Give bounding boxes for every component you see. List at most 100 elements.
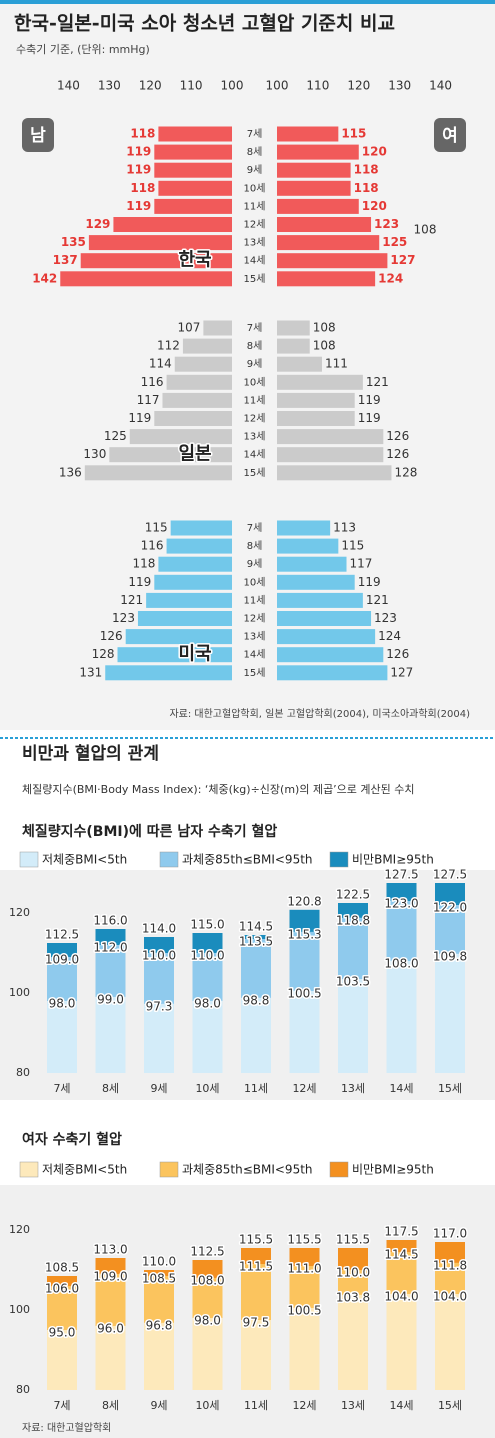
age-label: 11세: [244, 200, 266, 212]
value-label: 119: [358, 393, 381, 407]
value-label: 115.5: [287, 1233, 321, 1247]
value-label: 108: [313, 339, 336, 353]
male-bar: [162, 392, 232, 408]
value-label: 115: [341, 539, 364, 553]
value-label: 104.0: [433, 1290, 467, 1304]
source: 자료: 대한고혈압학회, 일본 고혈압학회(2004), 미국소아과학회(200…: [169, 707, 470, 720]
age-label: 11세: [244, 394, 266, 406]
value-label: 100.5: [287, 987, 321, 1001]
x-tick-label: 9세: [150, 1082, 167, 1095]
age-label: 12세: [244, 413, 266, 425]
x-tick-label: 10세: [195, 1399, 219, 1412]
x-tick-label: 15세: [438, 1399, 462, 1412]
bar: [435, 953, 465, 1073]
bar: [192, 1318, 223, 1390]
x-tick-label: 9세: [150, 1399, 167, 1412]
bar: [338, 979, 368, 1073]
value-label: 117.0: [433, 1227, 467, 1241]
value-label: 98.8: [243, 993, 270, 1007]
value-label: 98.0: [194, 997, 221, 1011]
female-bar: [277, 465, 392, 481]
value-label: 115.3: [287, 927, 321, 941]
age-label: 10세: [244, 376, 266, 388]
value-label: 103.8: [336, 1290, 370, 1304]
value-label: 135: [61, 235, 86, 249]
age-label: 15세: [244, 273, 266, 285]
value-label: 124: [378, 271, 403, 285]
x-tick-label: 130: [98, 79, 121, 93]
female-bar: [277, 217, 372, 232]
male-bar: [203, 320, 232, 336]
x-tick-label: 140: [429, 79, 452, 93]
age-label: 10세: [244, 182, 266, 194]
male-bar: [117, 647, 232, 663]
x-tick-label: 130: [388, 79, 411, 93]
age-label: 7세: [247, 322, 263, 334]
value-label: 111.0: [287, 1262, 321, 1276]
value-label: 113: [333, 521, 356, 535]
top-panel: [0, 0, 495, 730]
legend-label: 과체중85th≤BMI<95th: [182, 853, 313, 867]
value-label: 120: [362, 145, 387, 159]
section-description: 체질량지수(BMI·Body Mass Index): ‘체중(kg)÷신장(m…: [22, 783, 415, 796]
female-bar: [277, 198, 359, 214]
age-label: 7세: [247, 522, 263, 534]
x-tick-label: 120: [347, 79, 370, 93]
age-label: 12세: [244, 613, 266, 625]
value-label: 110.0: [142, 1255, 176, 1269]
value-label: 126: [100, 629, 123, 643]
value-label: 118.8: [336, 913, 370, 927]
male-bar: [137, 611, 232, 626]
x-tick-label: 120: [139, 79, 162, 93]
age-label: 13세: [244, 631, 266, 643]
female-bar: [277, 392, 355, 408]
value-label: 111: [325, 357, 348, 371]
x-tick-label: 14세: [389, 1399, 413, 1412]
value-label: 98.0: [49, 997, 76, 1011]
group-label: 일본: [178, 444, 211, 465]
value-label: 119: [358, 411, 381, 425]
value-label: 142: [32, 271, 57, 285]
value-label: 117: [137, 393, 160, 407]
value-label: 103.5: [336, 975, 370, 989]
value-label: 113.0: [93, 1243, 127, 1257]
group-label: 한국: [178, 250, 211, 271]
female-bar: [277, 665, 388, 681]
male-label: 남: [30, 126, 46, 146]
value-label: 121: [120, 593, 143, 607]
female-bar: [277, 356, 322, 372]
value-label: 114.5: [384, 1248, 418, 1262]
female-bar: [277, 629, 376, 645]
age-label: 10세: [244, 576, 266, 588]
x-tick-label: 8세: [102, 1399, 119, 1412]
female-bar: [277, 429, 384, 445]
value-label: 107: [177, 321, 200, 335]
value-label: 119: [126, 163, 151, 177]
title: 한국-일본-미국 소아 청소년 고혈압 기준치 비교: [14, 12, 395, 35]
value-label: 123: [374, 217, 399, 231]
age-label: 9세: [247, 558, 263, 570]
value-label: 131: [79, 665, 102, 679]
value-label: 118: [354, 163, 379, 177]
value-label: 116: [141, 539, 164, 553]
male-bar: [154, 574, 232, 590]
value-label: 128: [394, 465, 417, 479]
value-label: 108.0: [190, 1274, 224, 1288]
legend-swatch: [329, 851, 349, 868]
value-label: 97.5: [243, 1316, 270, 1330]
value-label: 119: [128, 575, 151, 589]
female-bar: [277, 338, 310, 354]
male-bar: [60, 271, 233, 287]
value-label: 96.0: [97, 1322, 124, 1336]
y-tick-label: 80: [16, 1383, 30, 1396]
value-label: 109.0: [45, 953, 79, 967]
legend-label: 비만BMI≥95th: [352, 1163, 434, 1177]
value-label: 111.5: [239, 1260, 273, 1274]
top-strip: [0, 0, 495, 4]
age-label: 9세: [247, 164, 263, 176]
value-label: 108.5: [45, 1261, 79, 1275]
x-tick-label: 12세: [292, 1399, 316, 1412]
value-label: 109.8: [433, 949, 467, 963]
value-label: 130: [83, 447, 106, 461]
